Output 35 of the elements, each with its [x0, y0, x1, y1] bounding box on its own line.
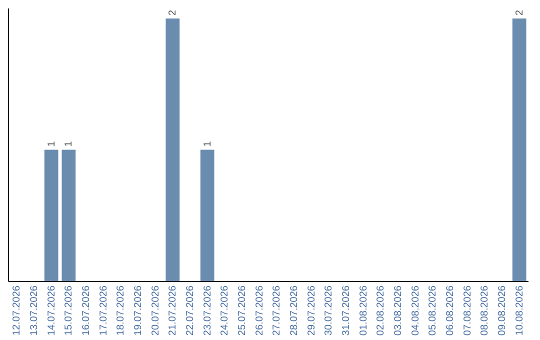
x-tick-label: 06.08.2026	[445, 285, 456, 336]
x-tick-label: 15.07.2026	[64, 285, 75, 336]
data-label: 1	[64, 140, 75, 147]
x-tick-label: 05.08.2026	[428, 285, 439, 336]
x-tick-label: 25.07.2026	[237, 285, 248, 336]
x-tick-label: 19.07.2026	[133, 285, 144, 336]
x-tick-label: 30.07.2026	[324, 285, 335, 336]
x-tick-label: 12.07.2026	[12, 285, 23, 336]
x-tick-label: 31.07.2026	[341, 285, 352, 336]
x-tick-label: 16.07.2026	[81, 285, 92, 336]
x-tick-label: 08.08.2026	[480, 285, 491, 336]
x-tick-label: 09.08.2026	[497, 285, 508, 336]
x-tick-label: 28.07.2026	[289, 285, 300, 336]
x-tick-label: 13.07.2026	[29, 285, 40, 336]
x-tick-label: 02.08.2026	[376, 285, 387, 336]
x-tick-label: 17.07.2026	[98, 285, 110, 336]
data-label: 2	[168, 10, 179, 16]
x-tick-label: 14.07.2026	[46, 285, 58, 336]
x-tick-label: 03.08.2026	[393, 285, 404, 336]
x-tick-label: 22.07.2026	[185, 285, 196, 336]
data-label: 2	[514, 10, 526, 16]
x-tick-label: 21.07.2026	[168, 285, 179, 336]
x-tick-label: 26.07.2026	[254, 285, 266, 336]
x-tick-label: 24.07.2026	[220, 285, 231, 336]
x-tick-label: 01.08.2026	[358, 285, 370, 336]
x-tick-label: 29.07.2026	[306, 285, 318, 336]
data-label: 1	[202, 140, 214, 147]
x-tick-label: 07.08.2026	[462, 285, 474, 336]
x-tick-label: 23.07.2026	[202, 285, 214, 336]
data-label: 1	[46, 140, 58, 147]
x-tick-label: 10.08.2026	[514, 285, 526, 336]
x-tick-label: 04.08.2026	[410, 285, 422, 336]
x-tick-label: 27.07.2026	[272, 285, 283, 336]
x-tick-label: 20.07.2026	[150, 285, 162, 336]
x-tick-label: 18.07.2026	[116, 285, 127, 336]
